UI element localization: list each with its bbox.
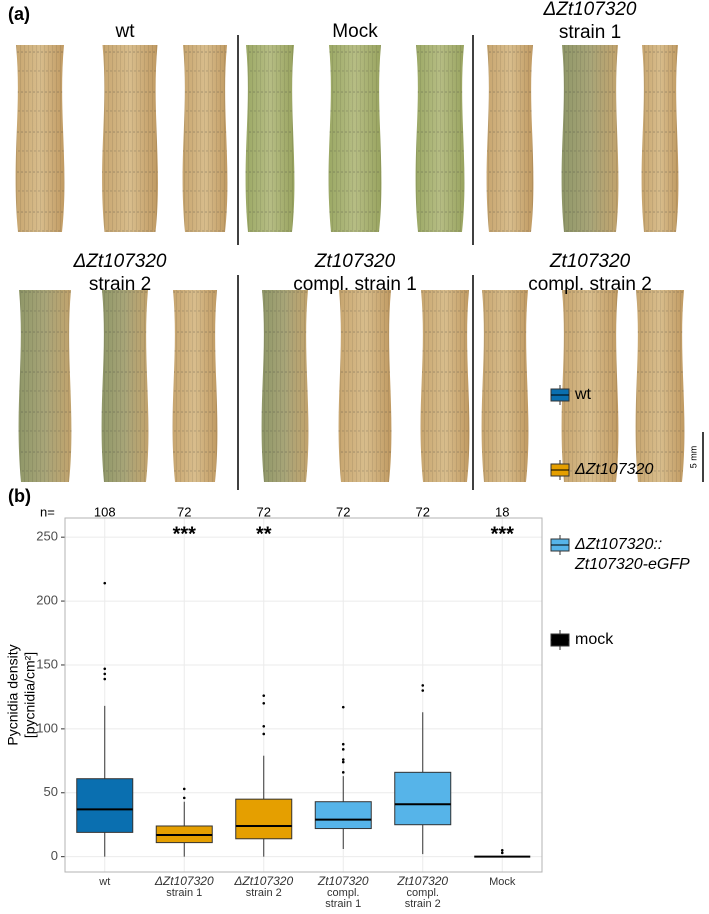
box bbox=[76, 778, 134, 833]
legend-label: wt bbox=[574, 386, 592, 403]
panel-title: Mock bbox=[332, 21, 378, 42]
leaf-texture bbox=[182, 45, 228, 232]
leaf-texture bbox=[486, 45, 534, 232]
significance: *** bbox=[491, 523, 515, 545]
n-count: 108 bbox=[94, 504, 116, 519]
y-tick-label: 250 bbox=[36, 529, 58, 544]
y-tick-label: 0 bbox=[51, 848, 58, 863]
plot-border bbox=[64, 517, 543, 873]
x-tick-label: strain 1 bbox=[325, 898, 361, 910]
x-tick-label: Zt107320 bbox=[396, 874, 448, 888]
legend-label: ΔZt107320:: bbox=[574, 536, 662, 553]
y-axis-label: Pycnidia density bbox=[5, 644, 21, 745]
panel-title: strain 2 bbox=[89, 274, 151, 295]
x-tick-label: strain 1 bbox=[166, 887, 202, 899]
x-tick-label: Mock bbox=[489, 876, 516, 888]
n-count: 72 bbox=[257, 504, 271, 519]
outlier bbox=[262, 732, 266, 736]
outlier bbox=[500, 848, 504, 852]
outlier bbox=[182, 796, 186, 800]
leaf-texture bbox=[641, 45, 679, 232]
outlier bbox=[262, 725, 266, 728]
n-count: 72 bbox=[177, 504, 191, 519]
panel-label: (a) bbox=[8, 4, 30, 24]
y-tick-label: 150 bbox=[36, 656, 58, 671]
leaf-texture bbox=[338, 290, 392, 482]
x-tick-label: ΔZt107320 bbox=[233, 874, 293, 888]
x-tick-label: Zt107320 bbox=[317, 874, 369, 888]
leaf-texture bbox=[15, 45, 65, 232]
box bbox=[394, 771, 452, 826]
leaf-texture bbox=[101, 290, 149, 482]
panel-title: Zt107320 bbox=[549, 251, 631, 272]
outlier bbox=[262, 702, 266, 705]
legend-label: mock bbox=[575, 631, 614, 648]
leaf-texture bbox=[245, 45, 295, 232]
x-tick-label: compl. bbox=[327, 887, 359, 899]
n-count: 72 bbox=[336, 504, 350, 519]
leaf-texture bbox=[561, 290, 619, 482]
leaf-texture bbox=[420, 290, 470, 482]
scale-label: 5 mm bbox=[688, 446, 698, 469]
y-tick-label: 200 bbox=[36, 593, 58, 608]
panel-b: (b) 0 50 100 150 200 250 Pycnidia density [pycni… bbox=[5, 385, 690, 910]
outlier bbox=[421, 684, 425, 687]
leaf-texture bbox=[481, 290, 529, 482]
leaf-texture bbox=[102, 45, 158, 232]
n-count: 18 bbox=[495, 504, 509, 519]
x-tick-label: strain 2 bbox=[246, 887, 282, 899]
leaf-texture bbox=[561, 45, 619, 232]
panel-title: Zt107320 bbox=[314, 251, 396, 272]
outlier bbox=[341, 742, 345, 746]
outlier bbox=[421, 689, 425, 692]
leaf-texture bbox=[172, 290, 218, 482]
outlier bbox=[103, 667, 107, 671]
panel-title: strain 1 bbox=[559, 22, 621, 43]
box bbox=[235, 798, 293, 840]
outlier bbox=[262, 694, 266, 697]
legend-label: ΔZt107320 bbox=[574, 461, 653, 478]
outlier bbox=[341, 758, 345, 761]
panel-title: ΔZt107320 bbox=[542, 0, 636, 20]
leaf-texture bbox=[328, 45, 382, 232]
panel-title: wt bbox=[115, 21, 136, 42]
y-tick-label: 50 bbox=[44, 784, 58, 799]
box bbox=[314, 801, 372, 830]
significance: ** bbox=[256, 523, 272, 545]
panel-label: (b) bbox=[8, 486, 31, 506]
panel-title: ΔZt107320 bbox=[72, 251, 166, 272]
outlier bbox=[500, 851, 504, 855]
outlier bbox=[103, 672, 107, 676]
x-tick-label: compl. bbox=[407, 887, 439, 899]
outlier bbox=[182, 787, 186, 791]
outlier bbox=[341, 705, 345, 709]
x-tick-label: ΔZt107320 bbox=[154, 874, 214, 888]
x-tick-label: strain 2 bbox=[405, 898, 441, 910]
outlier bbox=[341, 760, 345, 764]
panel-title: compl. strain 2 bbox=[528, 274, 652, 295]
outlier bbox=[103, 581, 107, 585]
plot-background bbox=[65, 518, 542, 872]
y-axis-label: [pycnidia/cm²] bbox=[22, 652, 38, 738]
n-count: 72 bbox=[416, 504, 430, 519]
x-tick-label: wt bbox=[98, 876, 110, 888]
leaf-texture bbox=[18, 290, 72, 482]
legend-label: Zt107320-eGFP bbox=[574, 556, 690, 573]
y-tick-label: 100 bbox=[36, 720, 58, 735]
leaf-texture bbox=[261, 290, 309, 482]
leaf-texture bbox=[635, 290, 685, 482]
outlier bbox=[103, 677, 107, 681]
leaf-texture bbox=[415, 45, 465, 232]
outlier bbox=[341, 771, 345, 774]
outlier bbox=[341, 748, 345, 751]
panel-title: compl. strain 1 bbox=[293, 274, 417, 295]
n-label: n= bbox=[40, 504, 55, 519]
significance: *** bbox=[173, 523, 197, 545]
